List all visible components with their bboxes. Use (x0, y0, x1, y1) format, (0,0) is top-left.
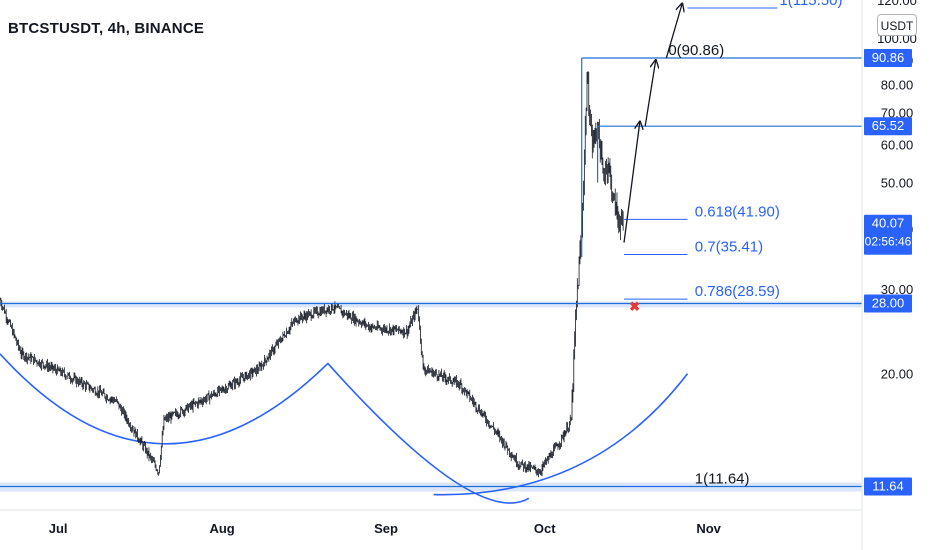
fibonacci-levels: 1(115.50) 0(90.86) 0.618(41.90) 0.7(35.41) 0… (624, 0, 842, 488)
x-tick-label: Oct (534, 521, 556, 536)
y-axis: 20.0030.0040.0050.0060.0070.0080.0090.00… (861, 0, 917, 550)
y-tick-label: 80.00 (881, 78, 914, 93)
last-price-badge-countdown: 02:56:46 (865, 235, 912, 249)
chart-title: BTCSTUSDT, 4h, BINANCE (8, 20, 205, 37)
fib-label-1: 1(11.64) (695, 471, 750, 488)
fib-label-0: 0(90.86) (668, 42, 724, 59)
price-badge-90.86-bg (864, 49, 912, 68)
price-badge-65.52-bg (864, 117, 912, 136)
projection-arrow-3 (665, 4, 682, 59)
price-badge-28.00-bg (864, 294, 912, 313)
price-badge-11.64-bg (864, 477, 912, 496)
support-zones (0, 301, 862, 492)
fib-label-1: 1(115.50) (779, 0, 842, 9)
support-zone-upper (0, 301, 862, 308)
price-badge-90.86: 90.86 (872, 50, 905, 65)
price-badge-11.64: 11.64 (872, 479, 904, 494)
x-tick-label: Aug (209, 521, 234, 536)
projection-arrow-1 (623, 122, 640, 243)
y-tick-label: 60.00 (881, 138, 914, 153)
fib-label-0.786: 0.786(28.59) (695, 283, 780, 300)
projection-arrow-2 (644, 60, 656, 127)
x-tick-label: Nov (696, 521, 721, 536)
price-badge-28.00: 28.00 (872, 295, 905, 310)
y-tick-label: 120.00 (877, 0, 917, 8)
invalidation-marker: ✖ (629, 299, 640, 314)
rounded-bottom-curves (0, 353, 689, 504)
x-axis: Jul Aug Sep Oct Nov (0, 509, 862, 536)
currency-selector[interactable]: USDT (877, 14, 917, 36)
price-badge-65.52: 65.52 (872, 118, 905, 133)
last-price-badge: 40.07 (872, 216, 905, 231)
projection-arrows (623, 4, 682, 243)
x-tick-label: Jul (49, 521, 68, 536)
cup-curve-right (433, 373, 689, 496)
last-price-badge-bg (864, 214, 912, 255)
price-badges: 90.86 65.52 28.00 11.64 40.07 02:56:46 (864, 49, 912, 496)
y-tick-label: 30.00 (881, 282, 914, 297)
candlestick-series (0, 71, 624, 478)
fib-label-0.7: 0.7(35.41) (695, 239, 763, 256)
invalid-x-icon: ✖ (629, 299, 640, 314)
y-tick-label: 50.00 (881, 176, 914, 191)
horizontal-levels (0, 57, 862, 488)
y-tick-label: 20.00 (881, 367, 914, 382)
fib-label-0.618: 0.618(41.90) (695, 203, 780, 220)
x-tick-label: Sep (374, 521, 398, 536)
cup-curve-left (0, 353, 530, 504)
y-tick-label: 70.00 (881, 105, 914, 120)
